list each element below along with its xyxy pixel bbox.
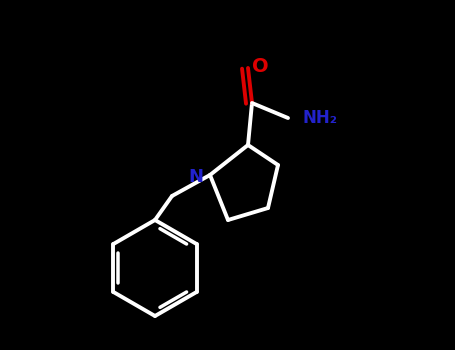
Text: O: O <box>252 56 268 76</box>
Text: NH₂: NH₂ <box>303 109 338 127</box>
Text: N: N <box>188 168 203 186</box>
